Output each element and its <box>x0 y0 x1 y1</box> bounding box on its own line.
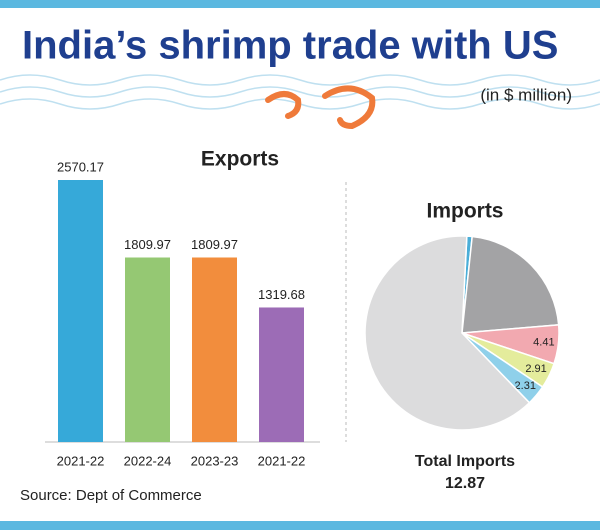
value-label: 2570.17 <box>57 159 104 174</box>
title: India’s shrimp trade with US <box>22 24 558 68</box>
x-tick-label: 2021-22 <box>258 453 306 468</box>
source: Source: Dept of Commerce <box>20 487 202 504</box>
pie-slice <box>461 235 560 334</box>
x-tick-label: 2021-22 <box>57 453 105 468</box>
value-label: 2.31 <box>515 380 536 392</box>
total-value: 12.87 <box>445 475 485 492</box>
bar-title: Exports <box>201 148 279 171</box>
value-label: 2.91 <box>525 363 546 375</box>
bar <box>259 307 304 442</box>
pie-title: Imports <box>426 200 503 223</box>
value-label: 1809.97 <box>124 237 171 252</box>
x-tick-label: 2023-23 <box>191 453 239 468</box>
x-tick-label: 2022-24 <box>124 453 172 468</box>
subtitle: (in $ million) <box>480 85 572 104</box>
bar <box>58 180 103 442</box>
bottom-stripe <box>0 521 600 530</box>
top-stripe <box>0 0 600 8</box>
value-label: 1809.97 <box>191 237 238 252</box>
value-label: 4.41 <box>533 337 554 349</box>
value-label: 1319.68 <box>258 287 305 302</box>
shrimp-icons <box>265 85 376 130</box>
bar <box>125 257 170 442</box>
pie-slice <box>364 235 531 431</box>
total-label: Total Imports <box>415 453 515 470</box>
bar <box>192 257 237 442</box>
